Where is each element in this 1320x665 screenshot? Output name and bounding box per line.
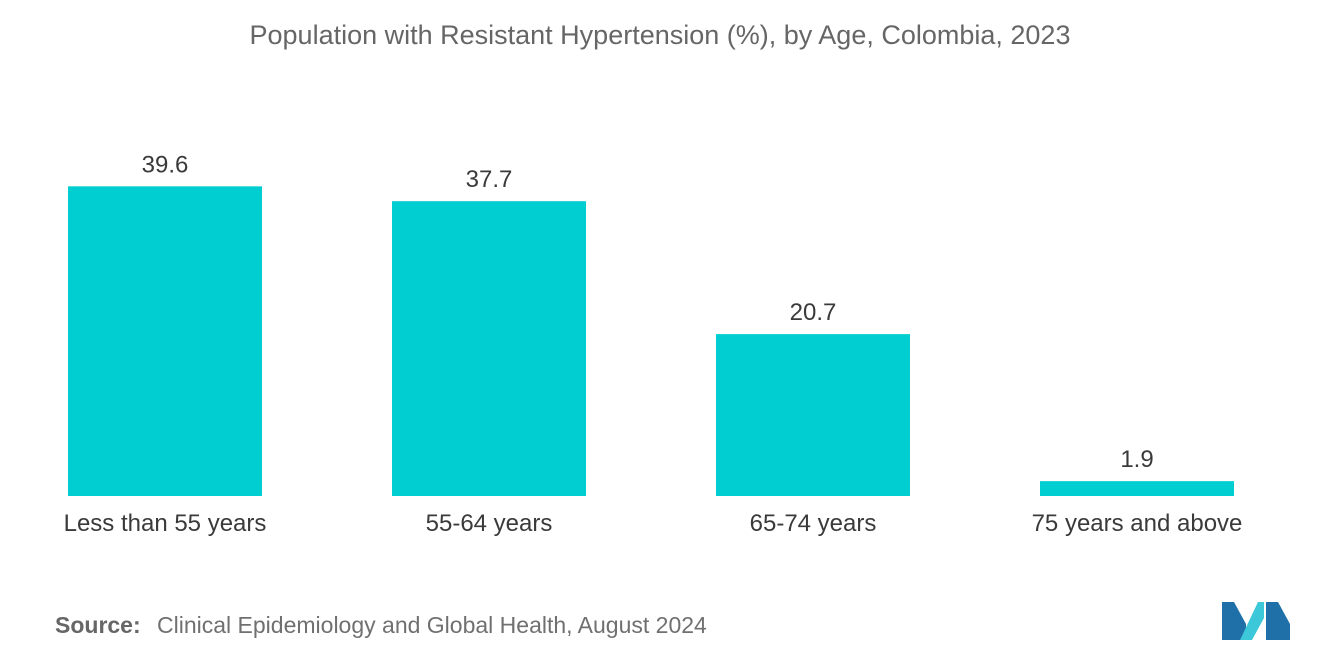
bar-3 bbox=[716, 334, 910, 496]
category-labels-group: Less than 55 years 55-64 years 65-74 years… bbox=[64, 510, 1243, 537]
bar-4 bbox=[1040, 481, 1234, 496]
category-label-3: 65-74 years bbox=[750, 510, 877, 537]
bar-2 bbox=[392, 201, 586, 496]
category-label-1: Less than 55 years bbox=[64, 510, 267, 537]
value-label-1: 39.6 bbox=[142, 151, 189, 178]
logo-shape-left bbox=[1222, 602, 1246, 640]
value-label-4: 1.9 bbox=[1120, 446, 1153, 473]
logo-shape-middle bbox=[1240, 602, 1264, 640]
logo-shape-right bbox=[1266, 602, 1290, 640]
value-label-3: 20.7 bbox=[790, 299, 837, 326]
chart-title: Population with Resistant Hypertension (… bbox=[249, 20, 1071, 50]
value-label-2: 37.7 bbox=[466, 166, 513, 193]
value-labels-group: 39.6 37.7 20.7 1.9 bbox=[142, 151, 1154, 473]
source-label: Source: bbox=[55, 612, 141, 638]
bar-1 bbox=[68, 186, 262, 496]
source-text: Clinical Epidemiology and Global Health,… bbox=[157, 612, 707, 638]
category-label-2: 55-64 years bbox=[426, 510, 553, 537]
bars-group bbox=[68, 186, 1234, 496]
source-note: Source: Clinical Epidemiology and Global… bbox=[55, 612, 707, 639]
mordor-intelligence-logo-icon bbox=[1222, 602, 1290, 640]
category-label-4: 75 years and above bbox=[1032, 510, 1243, 537]
